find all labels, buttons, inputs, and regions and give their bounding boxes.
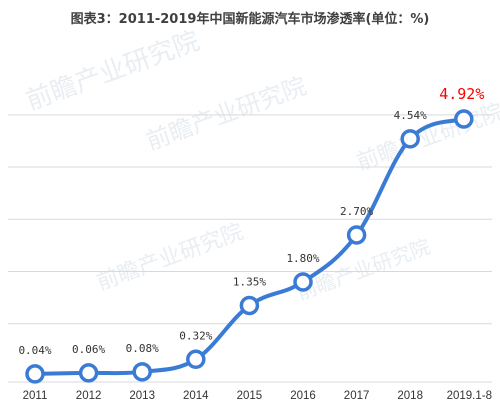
x-tick-2013: 2013 — [129, 390, 155, 402]
data-point-2013 — [132, 362, 152, 382]
watermark-text: 前瞻产业研究院 — [94, 219, 247, 295]
data-labels: 0.04% 0.06% 0.08% 0.32% 1.35% 1.80% 2.70% 4.54%… — [18, 85, 484, 357]
data-label-2012: 0.06% — [72, 343, 105, 356]
data-point-2019.1-8 — [454, 109, 474, 129]
data-label-2019.1-8: 4.92% — [439, 85, 484, 103]
x-tick-2016: 2016 — [290, 390, 316, 402]
data-label-2013: 0.08% — [126, 342, 159, 355]
data-label-2016: 1.80% — [286, 252, 319, 265]
data-label-2011: 0.04% — [18, 344, 51, 357]
chart-title: 图表3：2011-2019年中国新能源汽车市场渗透率(单位：%) — [70, 12, 430, 27]
data-point-2011 — [25, 364, 45, 384]
data-label-2014: 0.32% — [179, 329, 212, 342]
x-tick-2019.1-8: 2019.1-8 — [447, 390, 492, 402]
data-point-2017 — [346, 225, 367, 245]
x-tick-2017: 2017 — [344, 390, 370, 402]
data-point-2016 — [293, 272, 313, 292]
data-point-2014 — [186, 349, 206, 370]
data-label-2015: 1.35% — [233, 275, 266, 288]
x-tick-2018: 2018 — [397, 390, 423, 402]
gridlines — [8, 114, 492, 325]
data-point-2018 — [400, 129, 420, 149]
x-tick-2011: 2011 — [23, 390, 48, 402]
data-point-2015 — [239, 295, 260, 316]
watermark-text: 前瞻产业研究院 — [294, 234, 434, 304]
x-tick-2012: 2012 — [76, 390, 102, 402]
watermark-text: 前瞻产业研究院 — [142, 72, 309, 156]
watermark-text: 前瞻产业研究院 — [22, 26, 203, 116]
x-tick-2015: 2015 — [237, 390, 263, 402]
data-points — [25, 109, 474, 384]
data-label-2018: 4.54% — [394, 109, 427, 122]
data-point-2012 — [78, 363, 99, 383]
x-tick-labels: 2011 2012 2013 2014 2015 2016 2017 2018 2019.1-8 — [23, 390, 492, 402]
x-tick-2014: 2014 — [183, 390, 209, 402]
data-label-2017: 2.70% — [340, 205, 373, 218]
